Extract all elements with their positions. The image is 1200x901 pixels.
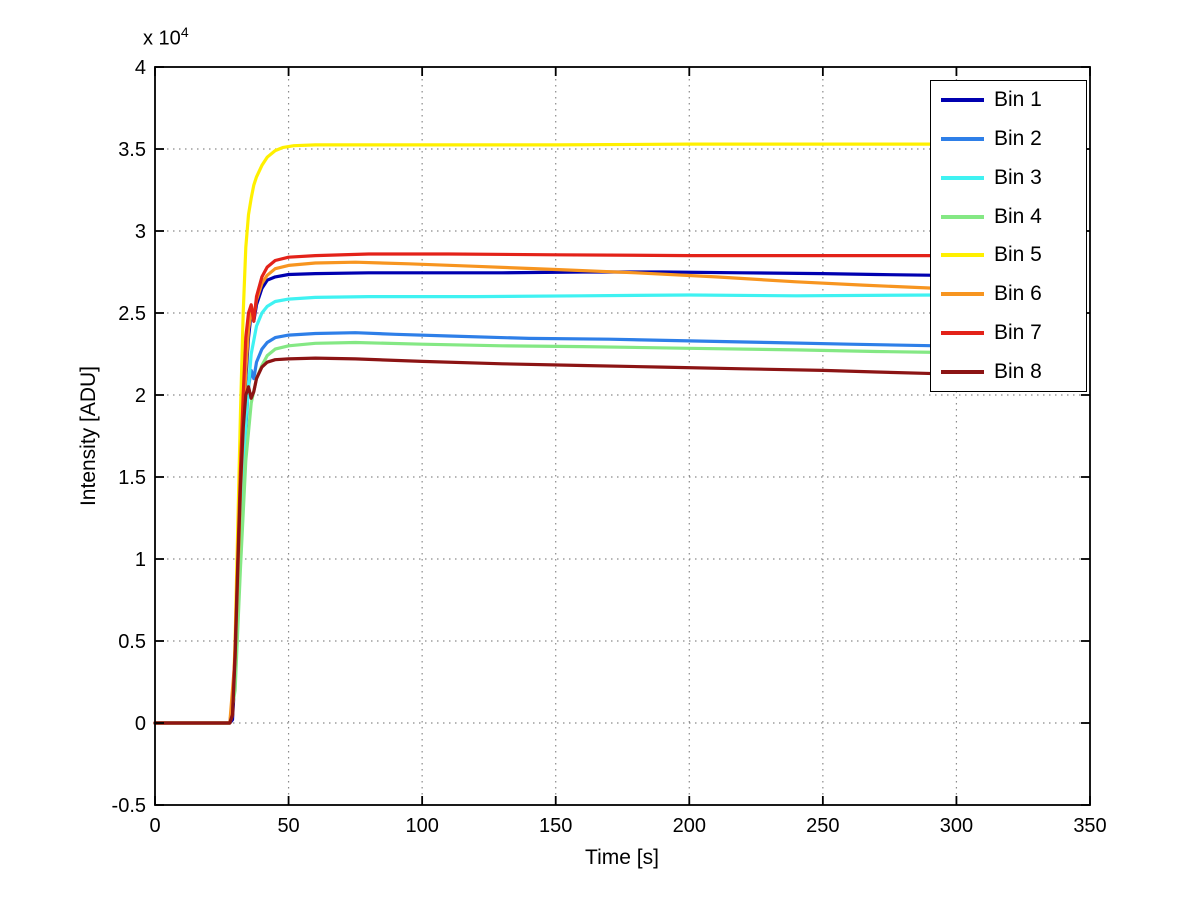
legend-item-label: Bin 2: [994, 127, 1042, 151]
legend-item-label: Bin 1: [994, 88, 1042, 112]
legend-item-label: Bin 5: [994, 243, 1042, 267]
y-axis-multiplier: x 104: [143, 24, 189, 51]
x-tick-label: 150: [539, 815, 572, 837]
y-tick-label: 2: [135, 385, 146, 407]
legend-item-label: Bin 3: [994, 165, 1042, 189]
y-tick-label: 0.5: [118, 631, 146, 653]
x-tick-label: 100: [405, 815, 438, 837]
x-tick-label: 200: [673, 815, 706, 837]
legend-item-bin-6: Bin 6: [931, 276, 1086, 312]
legend-line-sample: [941, 292, 984, 297]
y-tick-label: 0: [135, 713, 146, 735]
legend-item-bin-3: Bin 3: [931, 160, 1086, 196]
legend-item-bin-4: Bin 4: [931, 199, 1086, 235]
legend-line-sample: [941, 253, 984, 258]
legend-line-sample: [941, 369, 984, 374]
x-tick-label: 300: [940, 815, 973, 837]
x-tick-label: 350: [1073, 815, 1106, 837]
y-axis-multiplier-exponent: 4: [180, 24, 189, 40]
series-line-7: [153, 252, 940, 725]
y-tick-label: -0.5: [112, 795, 146, 817]
x-tick-label: 50: [277, 815, 299, 837]
legend-item-bin-1: Bin 1: [931, 82, 1086, 118]
series-line-4: [153, 340, 940, 725]
y-tick-label: 2.5: [118, 303, 146, 325]
legend-item-bin-2: Bin 2: [931, 121, 1086, 157]
x-axis-label: Time [s]: [585, 846, 659, 869]
y-tick-label: 4: [135, 57, 146, 79]
legend-item-bin-8: Bin 8: [931, 354, 1086, 390]
legend-line-sample: [941, 98, 984, 103]
legend-item-label: Bin 6: [994, 282, 1042, 306]
legend-item-bin-5: Bin 5: [931, 237, 1086, 273]
legend-line-sample: [941, 175, 984, 180]
legend-item-bin-7: Bin 7: [931, 315, 1086, 351]
series-line-6: [153, 260, 940, 725]
y-tick-label: 3.5: [118, 139, 146, 161]
y-tick-label: 1: [135, 549, 146, 571]
legend-item-label: Bin 7: [994, 320, 1042, 344]
legend-line-sample: [941, 330, 984, 335]
y-tick-label: 1.5: [118, 467, 146, 489]
legend-line-sample: [941, 214, 984, 219]
y-axis-label: Intensity [ADU]: [77, 365, 100, 507]
x-tick-label: 0: [149, 815, 160, 837]
legend-item-label: Bin 8: [994, 359, 1042, 383]
legend: Bin 1 Bin 2 Bin 3 Bin 4 Bin 5 Bin 6 Bin 7 Bin 8: [930, 80, 1087, 392]
series-line-8: [153, 356, 940, 725]
y-axis-multiplier-prefix: x 10: [143, 27, 181, 50]
axes-box: [154, 66, 1091, 806]
legend-line-sample: [941, 137, 984, 142]
x-tick-label: 250: [806, 815, 839, 837]
series-line-2: [153, 331, 940, 725]
legend-item-label: Bin 4: [994, 204, 1042, 228]
y-tick-label: 3: [135, 221, 146, 243]
